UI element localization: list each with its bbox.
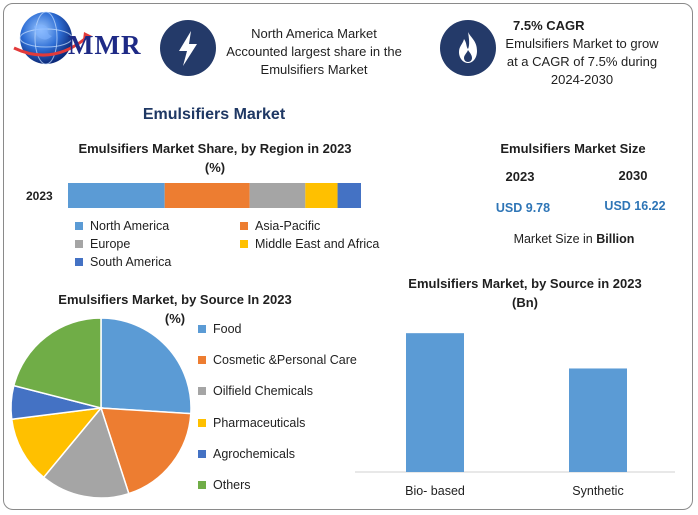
legend-label: Pharmaceuticals [213, 415, 306, 430]
info-cagr: 7.5% CAGR Emulsifiers Market to grow at … [500, 17, 664, 89]
info-north-america: North America Market Accounted largest s… [226, 26, 402, 77]
legend-swatch [75, 240, 83, 248]
legend-swatch [198, 387, 206, 396]
region-chart-title: Emulsifiers Market Share, by Region in 2… [78, 141, 352, 175]
bar-synthetic [569, 368, 627, 472]
value-2023: USD 9.78 [495, 201, 551, 215]
legend-label: South America [90, 255, 172, 269]
flame-icon [440, 20, 496, 76]
market-size-note: Market Size in Billion [513, 232, 635, 246]
pie-slice-others [12, 317, 102, 409]
legend-label: Food [213, 322, 242, 336]
bar-segment-asia-pacific [164, 183, 250, 208]
legend-swatch [75, 222, 83, 230]
legend-label: North America [90, 219, 170, 233]
bar-segment-north-america [68, 183, 165, 208]
source-pie-title: Emulsifiers Market, by Source In 2023 (%… [58, 292, 292, 326]
legend-item-agrochemicals: Agrochemicals [198, 447, 295, 461]
legend-swatch [240, 222, 248, 230]
legend-swatch [198, 356, 206, 365]
legend-item-asia-pacific: Asia-Pacific [240, 219, 320, 233]
legend-item-pharmaceuticals: Pharmaceuticals [198, 416, 305, 430]
year-2030: 2030 [618, 168, 648, 183]
year-2023: 2023 [505, 169, 535, 184]
legend-item-others: Others [198, 478, 251, 492]
pie-slice-oilfield-chemicals [42, 406, 130, 499]
legend-swatch [198, 481, 206, 489]
legend-label: Oilfield Chemicals [213, 384, 314, 399]
region-legend: North America Asia-Pacific Europe Middle Ea… [75, 219, 395, 273]
source-pie-legend: Food Cosmetic &Personal Care Oilfield Chem… [198, 322, 368, 500]
legend-item-north-america: North America [75, 219, 169, 233]
market-size-title: Emulsifiers Market Size [500, 141, 646, 156]
legend-swatch [75, 258, 83, 266]
bar-bio-based [406, 333, 464, 472]
legend-item-south-america: South America [75, 255, 171, 269]
legend-item-food: Food [198, 322, 242, 336]
legend-label: Cosmetic &Personal Care [213, 353, 357, 368]
legend-swatch [198, 325, 206, 333]
category-label: 2023 [26, 189, 53, 203]
bar-segment-europe [249, 183, 306, 208]
source-pie-chart [10, 317, 192, 499]
legend-item-oilfield-chemicals: Oilfield Chemicals [198, 384, 313, 398]
source-bar-chart: Bio- based Synthetic [355, 333, 675, 498]
legend-item-cosmetic-personal-care: Cosmetic &Personal Care [198, 353, 357, 367]
legend-label: Asia-Pacific [255, 219, 321, 233]
legend-item-middle-east-and-africa: Middle East and Africa [240, 237, 379, 251]
legend-swatch [240, 240, 248, 248]
legend-swatch [198, 449, 206, 458]
x-tick-label: Bio- based [405, 484, 465, 498]
source-bar-title: Emulsifiers Market, by Source in 2023 (B… [408, 276, 642, 310]
legend-label: Agrochemicals [213, 446, 295, 461]
lightning-icon [160, 20, 216, 76]
pie-slice-food [100, 317, 192, 415]
legend-label: Middle East and Africa [255, 237, 380, 251]
bar-segment-middle-east-and-africa [305, 183, 338, 208]
infographic-frame [3, 3, 693, 510]
legend-swatch [198, 418, 206, 427]
region-stacked-bar-chart: 2023 [26, 183, 361, 208]
x-tick-label: Synthetic [572, 484, 623, 498]
pie-slice-pharmaceuticals [10, 407, 103, 479]
legend-label: Others [213, 478, 251, 492]
mmr-globe-logo [13, 11, 92, 65]
legend-label: Europe [90, 237, 131, 251]
bar-segment-south-america [337, 183, 361, 208]
cagr-title: 7.5% CAGR [513, 18, 585, 33]
legend-item-europe: Europe [75, 237, 130, 251]
page-title: Emulsifiers Market [142, 106, 286, 123]
pie-slice-cosmetic-personal-care [99, 407, 192, 495]
logo-text: MMR [68, 30, 142, 60]
value-2030: USD 16.22 [604, 199, 666, 213]
